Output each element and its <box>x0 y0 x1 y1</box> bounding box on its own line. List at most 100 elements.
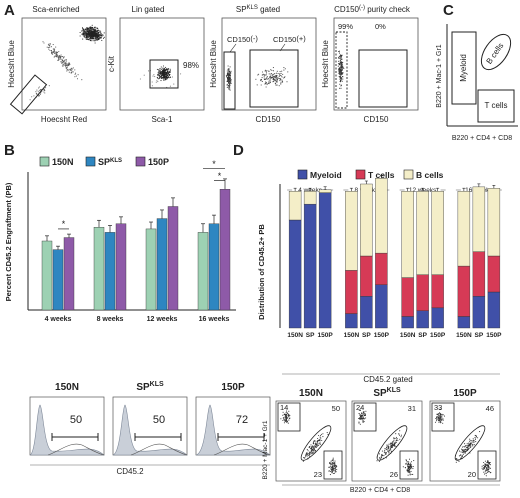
stack-t-cells-3-2 <box>487 255 501 293</box>
panel-letter-a: A <box>4 2 15 19</box>
group-label-0: 4 weeks <box>298 187 323 194</box>
d-x-tick-2-1: SP <box>418 332 427 339</box>
stack-b-cells-0-0 <box>288 190 302 221</box>
bar-150n-1 <box>93 226 105 311</box>
stack-myeloid-3-0 <box>457 316 471 329</box>
panel-letter-c: C <box>443 2 454 19</box>
bar-150n-2 <box>145 228 157 311</box>
stack-b-cells-3-1 <box>472 186 486 252</box>
engraftment-ylabel: Percent CD45.2 Engraftment (PB) <box>4 182 13 301</box>
d-x-tick-3-2: 150P <box>486 332 502 339</box>
d-x-tick-3-1: SP <box>475 332 484 339</box>
legend-sp-swatch <box>85 156 96 167</box>
engraftment-chart: 4 weeks 8 weeks 12 weeks 16 weeks*** <box>27 159 236 323</box>
panel-letter-b: B <box>4 142 15 159</box>
stack-t-cells-1-2 <box>375 252 388 285</box>
facs-2-ylabel: c-Kit <box>107 55 116 72</box>
gated-title-1: SPKLS <box>373 387 401 399</box>
facs-3-pos-pointer <box>279 43 286 52</box>
d-x-tick-1-1: SP <box>362 332 371 339</box>
facs-3-events <box>225 65 289 91</box>
facs-1-title: Sca-enriched <box>32 5 79 14</box>
hist-control-0 <box>29 404 105 456</box>
gated-bcell-gate-2 <box>454 425 486 461</box>
bar-150p-3 <box>219 189 231 311</box>
legend-tcells-swatch <box>355 169 366 180</box>
schema-xlabel: B220 + CD4 + CD8 <box>452 135 512 142</box>
facs-3-frame <box>221 17 317 111</box>
legend-bcells-label: B cells <box>416 170 444 180</box>
stack-myeloid-0-1 <box>303 203 317 329</box>
facs-1-sp-gate <box>9 74 48 115</box>
facs-2-frame <box>119 17 205 111</box>
hist-sample-1 <box>130 443 188 456</box>
x-tick-1: 8 weeks <box>97 316 124 323</box>
hist-value-2: 72 <box>236 414 248 426</box>
d-x-tick-0-2: 150P <box>318 332 334 339</box>
gated-pct-tcells-2: 20 <box>468 470 476 479</box>
facs-1-xlabel: Hoecsht Red <box>41 115 87 124</box>
engraftment-legend: 150N SPKLS 150P <box>39 156 169 167</box>
stack-myeloid-2-0 <box>401 316 414 329</box>
gated-pct-bcells-1: 31 <box>408 404 416 413</box>
facs-4-xlabel: CD150 <box>364 115 389 124</box>
facs-1-frame <box>21 17 107 111</box>
gated-events-1 <box>358 409 415 476</box>
gated-tcell-gate-2 <box>477 450 497 480</box>
x-tick-2: 12 weeks <box>147 316 178 323</box>
facs-4-pct-left: 99% <box>338 22 353 31</box>
bar-150p-1 <box>115 223 127 311</box>
facs-2-events <box>139 65 182 88</box>
gated-pct-bcells-2: 46 <box>486 404 494 413</box>
facs-3-neg-pointer <box>229 43 237 53</box>
hist-value-0: 50 <box>70 414 82 426</box>
hist-control-1 <box>112 404 188 456</box>
gated-tcell-gate-0 <box>323 450 343 480</box>
legend-myeloid-label: Myeloid <box>310 170 342 180</box>
legend-150n-swatch <box>39 156 50 167</box>
schema-tcells-box <box>477 89 515 123</box>
legend-bcells-swatch <box>403 169 414 180</box>
stack-b-cells-3-0 <box>457 190 471 267</box>
hist-sample-0 <box>47 443 105 456</box>
facs-3-ylabel: Hoecsht Blue <box>209 40 218 88</box>
bar-150n-0 <box>41 240 53 311</box>
d-x-tick-0-1: SP <box>306 332 315 339</box>
stack-b-cells-2-2 <box>431 190 444 275</box>
facs-4-neg-gate <box>335 31 348 109</box>
gated-pct-myeloid-1: 24 <box>356 403 364 412</box>
stack-b-cells-1-0 <box>345 190 358 271</box>
gated-title-2: 150P <box>453 388 477 399</box>
stack-myeloid-3-1 <box>472 296 486 329</box>
bar-spkls-0 <box>52 249 64 311</box>
stack-t-cells-3-0 <box>457 265 471 317</box>
facs-2-title: Lin gated <box>132 5 165 14</box>
hist-title-1: SPKLS <box>136 381 164 393</box>
stack-myeloid-2-2 <box>431 307 444 329</box>
stack-t-cells-2-1 <box>416 274 429 311</box>
gated-bcell-gate-1 <box>376 425 408 461</box>
schema-bcells-gate <box>480 33 512 71</box>
distribution-legend: Myeloid T cells B cells <box>297 169 444 180</box>
gated-bcell-gate-0 <box>300 425 332 461</box>
stack-myeloid-0-2 <box>318 192 332 329</box>
facs-4-events <box>337 50 345 89</box>
facs-3-pos-gate <box>249 49 299 108</box>
distribution-ylabel: Distribution of CD45.2+ PB <box>257 224 266 320</box>
gated-events-2 <box>434 408 492 477</box>
stack-myeloid-3-2 <box>487 291 501 329</box>
facs-3-neg-label: CD150(-) <box>227 34 258 44</box>
facs-3-xlabel: CD150 <box>256 115 281 124</box>
facs-1-events <box>29 24 105 101</box>
facs-4-frame <box>333 17 419 111</box>
facs-4-pct-right: 0% <box>375 22 386 31</box>
stack-b-cells-3-2 <box>487 188 501 257</box>
bar-150p-2 <box>167 206 179 311</box>
d-x-tick-2-0: 150N <box>400 332 416 339</box>
gated-pct-bcells-0: 50 <box>332 404 340 413</box>
hist-title-2: 150P <box>221 382 245 393</box>
legend-150p-swatch <box>135 156 146 167</box>
schema-tcells-label: T cells <box>485 101 508 110</box>
legend-150n-label: 150N <box>52 157 74 167</box>
